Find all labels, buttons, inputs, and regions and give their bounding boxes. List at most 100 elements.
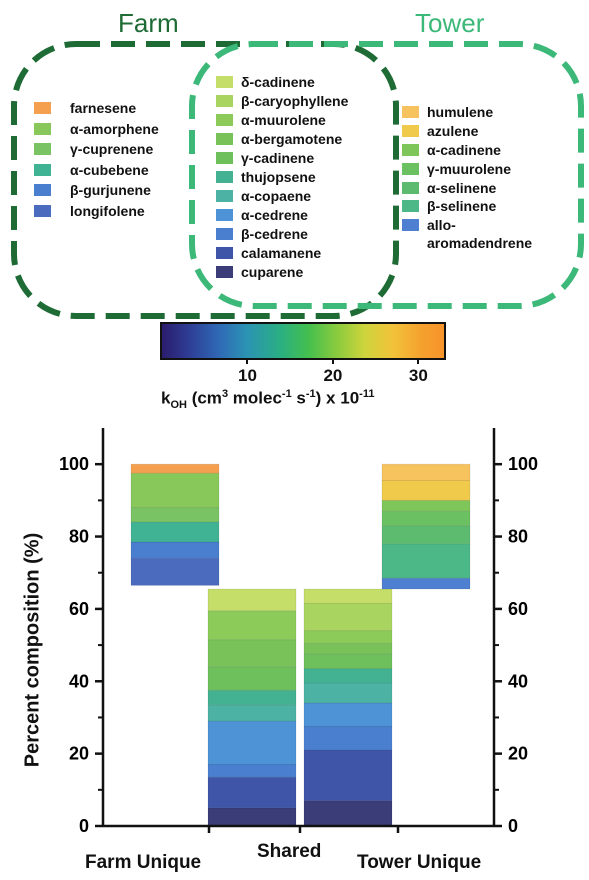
bar-segment [304,631,392,644]
legend-label: α-selinene [427,180,496,196]
legend-swatch [34,184,51,196]
shared-legend-item: cuparene [216,262,348,281]
legend-swatch [34,205,51,217]
legend-swatch [34,102,51,114]
bar-segment [208,705,296,721]
shared-legend-item: α-muurolene [216,110,348,129]
legend-label: α-cedrene [241,207,308,223]
legend-label: α-muurolene [241,112,326,128]
tower-legend-item: α-cadinene [402,141,532,160]
colorbar-tick-mark [246,358,248,364]
legend-swatch [216,190,233,202]
colorbar-tick-mark [332,358,334,364]
cb-title-sup4: -11 [359,388,374,400]
bar-segment [208,721,296,764]
legend-label: β-selinene [427,198,496,214]
tower-legend-item: β-selinene [402,197,532,216]
legend-swatch [216,247,233,259]
y-tick-label-right: 100 [508,454,538,474]
legend-label: α-amorphene [70,121,159,137]
y-axis-label: Percent composition (%) [22,533,45,767]
bar-segment [382,500,470,511]
bar-segment [304,801,392,826]
bar-segment [208,777,296,808]
shared-legend-item: γ-cadinene [216,148,348,167]
bar-segment [382,578,470,589]
cb-title-part1: (cm [187,389,222,408]
legend-label: thujopsene [241,169,316,185]
bar-segment [131,522,219,542]
tower-legend-item: α-selinene [402,178,532,197]
colorbar-tick-mark [417,358,419,364]
bar-segment [382,511,470,525]
x-label-farm-unique: Farm Unique [85,852,201,874]
legend-swatch [402,200,419,212]
legend-swatch [216,95,233,107]
colorbar-title: kOH (cm3 molec-1 s-1) x 10-11 [161,388,374,411]
legend-label: humulene [427,104,493,120]
bar-segment [208,690,296,704]
y-tick-label-left: 100 [59,454,89,474]
bar-segment [208,667,296,691]
y-tick-label-right: 20 [508,744,528,764]
legend-swatch [216,209,233,221]
cb-title-part3: s [292,389,306,408]
colorbar [160,322,446,360]
bar-segment [304,669,392,683]
legend-label: calamanene [241,245,321,261]
colorbar-tick-label: 30 [398,366,438,386]
legend-label: δ-cadinene [241,74,315,90]
cb-title-part4: ) x 10 [316,389,359,408]
legend-label: farnesene [70,100,136,116]
legend-label: α-copaene [241,188,311,204]
bar-segment [304,643,392,654]
bar-segment [304,589,392,603]
colorbar-tick-label: 10 [227,366,267,386]
shared-legend-item: β-cedrene [216,224,348,243]
y-tick-label-right: 60 [508,599,528,619]
legend-label: azulene [427,123,478,139]
y-tick-label-left: 60 [69,599,89,619]
tower-legend-item: γ-muurolene [402,159,532,178]
y-tick-label-right: 40 [508,671,528,691]
legend-label: allo- aromadendrene [427,216,532,252]
farm-legend-item: farnesene [34,98,159,119]
legend-swatch [216,171,233,183]
bar-segment [208,808,296,826]
legend-swatch [402,219,419,231]
bar-segment [208,764,296,777]
bar-segment [131,508,219,522]
legend-label: β-caryophyllene [241,93,348,109]
bar-segment [382,544,470,578]
legend-label: β-cedrene [241,226,308,242]
y-tick-label-left: 0 [79,816,89,836]
bar-segment [131,558,219,585]
tower-only-legend: humulene azulene α-cadinene γ-muurolene α-se… [402,103,532,256]
x-label-shared: Shared [257,841,321,863]
farm-only-legend: farnesene α-amorphene γ-cuprenene α-cubeben… [34,98,159,221]
shared-legend-item: α-bergamotene [216,129,348,148]
y-tick-label-right: 0 [508,816,518,836]
bar-segment [304,750,392,801]
legend-swatch [216,133,233,145]
legend-swatch [216,228,233,240]
bar-segment [382,464,470,480]
bar-segment [208,640,296,667]
cb-title-sup3: -1 [306,388,316,400]
legend-label: longifolene [70,203,145,219]
y-tick-label-left: 40 [69,671,89,691]
bar-segment [304,683,392,703]
bar-segment [208,611,296,640]
legend-swatch [402,106,419,118]
legend-label: γ-cadinene [241,150,314,166]
bar-segment [304,654,392,668]
tower-legend-item: azulene [402,122,532,141]
stacked-bars [131,464,470,826]
bar-segment [131,464,219,473]
farm-legend-item: γ-cuprenene [34,139,159,160]
cb-title-part2: molec [228,389,282,408]
shared-legend-item: α-cedrene [216,205,348,224]
shared-legend: δ-cadinene β-caryophyllene α-muurolene α-be… [216,72,348,281]
legend-label: α-bergamotene [241,131,342,147]
farm-legend-item: α-amorphene [34,119,159,140]
